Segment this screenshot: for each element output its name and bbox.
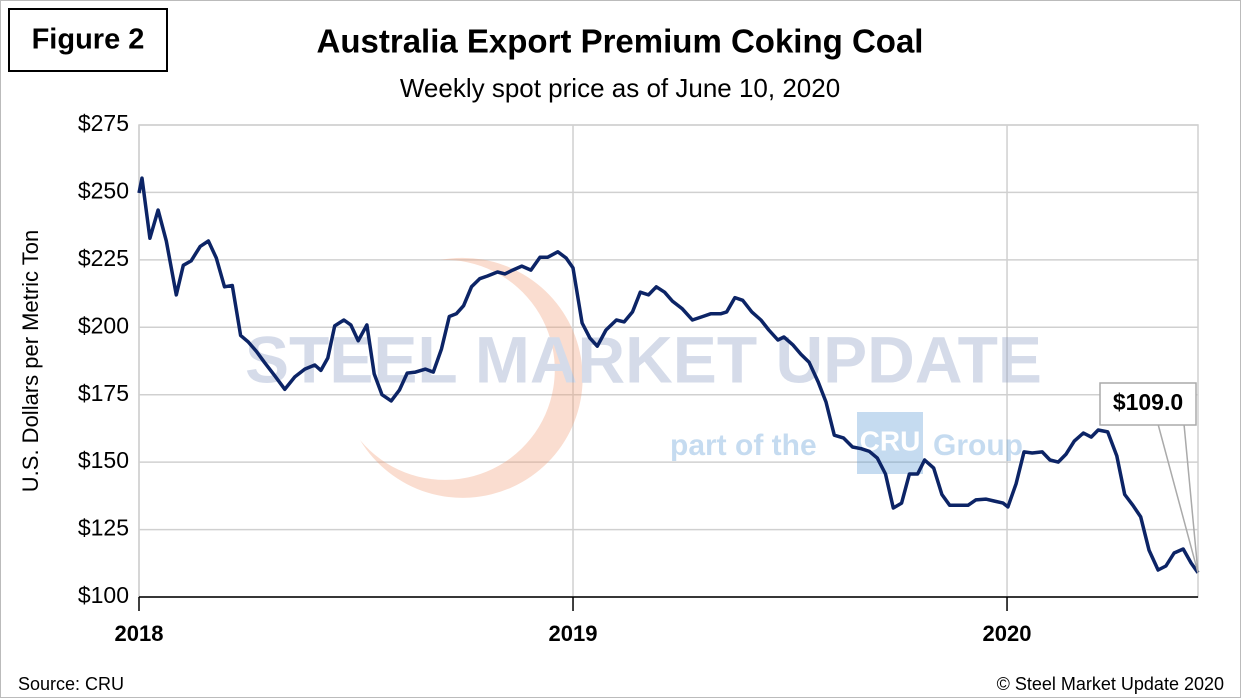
callout-pointer	[1157, 423, 1199, 573]
watermark-logo	[857, 412, 923, 474]
figure-box	[8, 8, 168, 72]
y-tick-label: $175	[78, 380, 129, 406]
watermark-tagline: Group	[933, 429, 1023, 462]
y-axis-label: U.S. Dollars per Metric Ton	[18, 230, 43, 492]
chart-title: Australia Export Premium Coking Coal	[317, 23, 924, 60]
y-tick-label: $200	[78, 312, 129, 338]
x-tick-label: 2020	[983, 621, 1032, 646]
chart-subtitle: Weekly spot price as of June 10, 2020	[400, 73, 840, 103]
watermark-tagline: part of the	[670, 429, 817, 462]
figure-label: Figure 2	[32, 24, 145, 56]
price-line	[137, 176, 1200, 574]
callout-box	[1099, 382, 1197, 426]
y-tick-label: $275	[78, 110, 129, 136]
y-tick-label: $150	[78, 447, 129, 473]
y-tick-label: $125	[78, 515, 129, 541]
y-tick-label: $225	[78, 245, 129, 271]
x-tick-label: 2019	[549, 621, 598, 646]
y-tick-label: $250	[78, 178, 129, 204]
x-tick-label: 2018	[115, 621, 164, 646]
watermark-brand: STEEL MARKET UPDATE	[245, 322, 1042, 396]
copyright: © Steel Market Update 2020	[997, 674, 1224, 694]
source: Source: CRU	[18, 674, 124, 694]
y-tick-label: $100	[78, 582, 129, 608]
annotation-label: $109.0	[1113, 389, 1183, 415]
